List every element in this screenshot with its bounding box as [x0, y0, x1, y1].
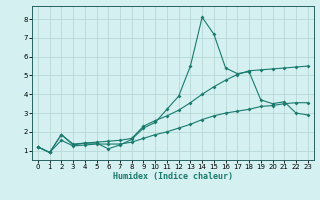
X-axis label: Humidex (Indice chaleur): Humidex (Indice chaleur): [113, 172, 233, 181]
